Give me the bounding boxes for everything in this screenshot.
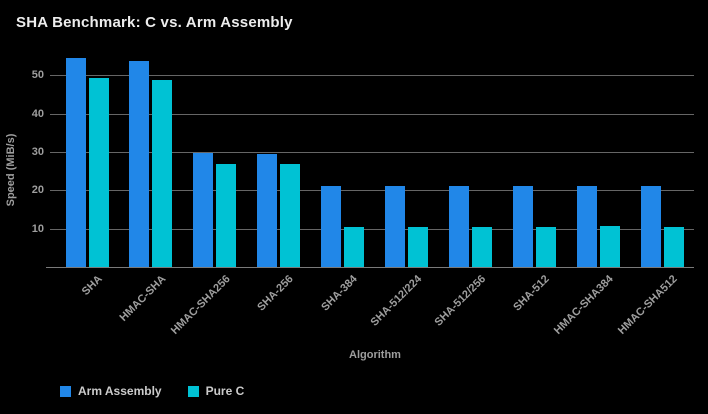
gridline [50, 151, 694, 153]
bar-arm-assembly [640, 185, 661, 267]
y-axis-title: Speed (MiB/s) [5, 133, 17, 207]
bar-arm-assembly [129, 61, 150, 267]
legend: Arm Assembly Pure C [60, 384, 244, 398]
bar-pure-c [535, 226, 556, 267]
bar-pure-c [407, 226, 428, 267]
legend-label: Arm Assembly [78, 384, 162, 398]
x-tick-label: HMAC-SHA256 [168, 273, 233, 337]
x-axis-title: Algorithm [349, 349, 401, 361]
bar-arm-assembly [65, 57, 86, 267]
y-tick-label: 40 [31, 107, 44, 120]
bar-arm-assembly [576, 185, 597, 267]
x-tick-label: SHA-512 [511, 273, 552, 314]
bar-pure-c [471, 226, 492, 267]
y-tick-label: 50 [31, 69, 44, 82]
gridline [50, 190, 694, 192]
bar-pure-c [599, 226, 620, 267]
bar-arm-assembly [512, 185, 533, 267]
legend-label: Pure C [205, 384, 245, 398]
bar-pure-c [280, 164, 301, 267]
bar-pure-c [88, 77, 109, 267]
bar-arm-assembly [448, 185, 469, 267]
legend-item-pure-c[interactable]: Pure C [187, 384, 245, 398]
x-tick-label: SHA [79, 273, 105, 298]
y-tick-label: 20 [31, 184, 44, 197]
bar-pure-c [152, 79, 173, 267]
legend-swatch-pure-c [187, 385, 199, 397]
bar-arm-assembly [193, 153, 214, 267]
x-tick-label: SHA-512/224 [368, 273, 424, 329]
bar-pure-c [216, 163, 237, 267]
x-tick-label: SHA-512/256 [432, 273, 488, 329]
x-tick-label: HMAC-SHA [117, 273, 169, 324]
bar-arm-assembly [384, 185, 405, 267]
gridline [50, 113, 694, 115]
x-tick-label: SHA-384 [319, 273, 361, 314]
x-tick-label: HMAC-SHA384 [551, 273, 616, 337]
bar-pure-c [663, 226, 684, 267]
x-tick-label: HMAC-SHA512 [615, 273, 680, 337]
y-tick-label: 30 [31, 145, 44, 158]
legend-swatch-arm-assembly [60, 385, 71, 397]
chart-title: SHA Benchmark: C vs. Arm Assembly [16, 14, 293, 31]
gridline [50, 75, 694, 77]
x-tick-label: SHA-256 [255, 273, 297, 314]
bar-arm-assembly [257, 153, 278, 267]
bar-pure-c [344, 226, 365, 267]
legend-item-arm-assembly[interactable]: Arm Assembly [60, 384, 162, 398]
bar-arm-assembly [321, 185, 342, 267]
x-axis-line [46, 267, 694, 268]
gridline [50, 228, 694, 230]
y-tick-label: 10 [31, 222, 44, 235]
